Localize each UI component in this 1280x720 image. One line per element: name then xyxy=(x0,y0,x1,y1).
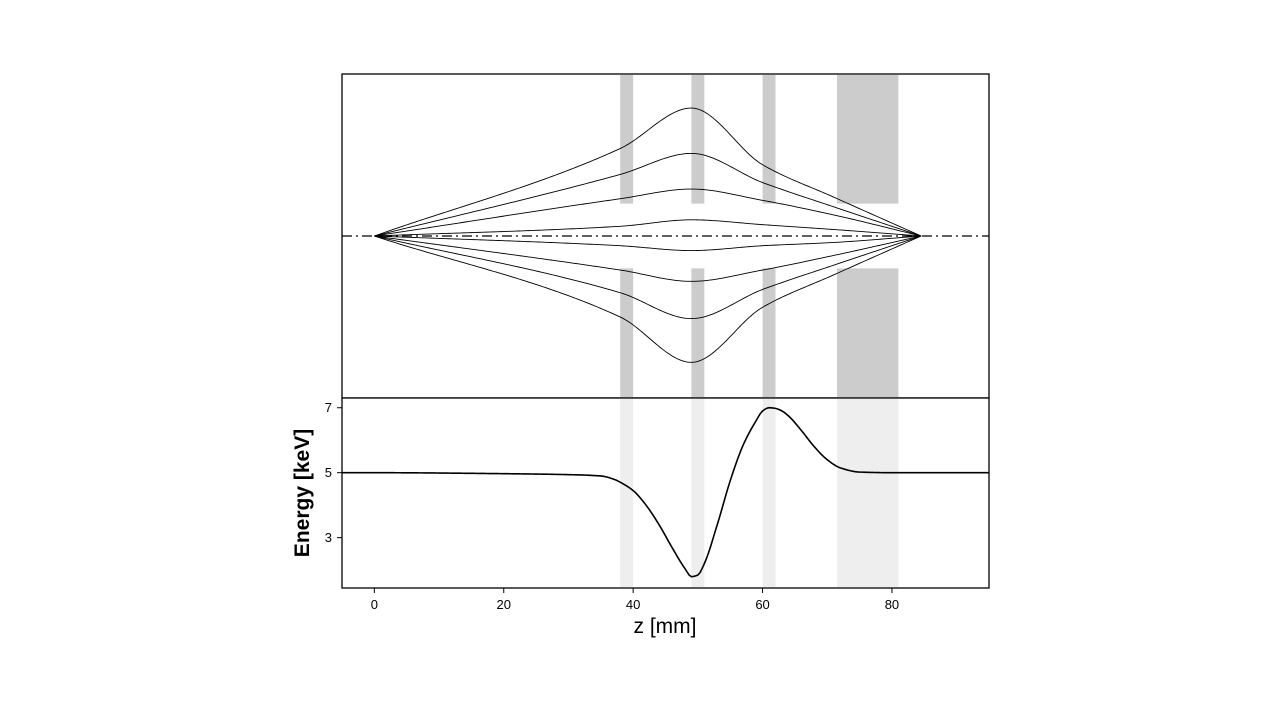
x-tick-label: 20 xyxy=(497,597,511,612)
y-tick-label: 7 xyxy=(325,400,332,415)
x-tick-label: 60 xyxy=(755,597,769,612)
trajectory-line-4 xyxy=(374,219,922,237)
electrode-band-4 xyxy=(836,399,899,587)
trajectory-lines xyxy=(374,107,922,363)
trajectory-line-3 xyxy=(374,188,922,237)
electrode-regions xyxy=(620,75,899,397)
electrode-top-3 xyxy=(762,75,776,204)
y-axis-ticks: 3 5 7 xyxy=(325,400,342,545)
y-axis-title: Energy [keV] xyxy=(291,429,314,557)
electrode-band-1 xyxy=(620,399,634,587)
x-axis-ticks: 0 20 40 60 80 xyxy=(371,588,899,612)
trajectory-line-1 xyxy=(374,107,922,237)
energy-panel: 0 20 40 60 80 3 5 7 xyxy=(325,397,990,612)
trajectory-line-5 xyxy=(374,235,922,252)
electrode-bottom-4 xyxy=(836,268,899,397)
x-tick-label: 40 xyxy=(626,597,640,612)
trajectory-line-6 xyxy=(374,235,922,282)
x-tick-label: 80 xyxy=(885,597,899,612)
electrode-bands xyxy=(620,399,899,587)
trajectory-line-8 xyxy=(374,235,922,363)
x-axis-title: z [mm] xyxy=(634,615,697,638)
trajectory-panel xyxy=(341,73,990,399)
trajectory-line-7 xyxy=(374,235,922,320)
energy-curve xyxy=(342,406,989,578)
electrode-bottom-2 xyxy=(691,268,705,397)
electrode-bottom-3 xyxy=(762,268,776,397)
electrode-top-1 xyxy=(620,75,634,204)
electrode-band-2 xyxy=(691,399,705,587)
y-tick-label: 3 xyxy=(325,530,332,545)
electrode-top-4 xyxy=(836,75,899,204)
energy-panel-frame xyxy=(341,397,990,589)
y-tick-label: 5 xyxy=(325,465,332,480)
electrode-bottom-1 xyxy=(620,268,634,397)
trajectory-line-2 xyxy=(374,152,922,237)
electrode-band-3 xyxy=(762,399,776,587)
x-tick-label: 0 xyxy=(371,597,378,612)
electrode-top-2 xyxy=(691,75,705,204)
